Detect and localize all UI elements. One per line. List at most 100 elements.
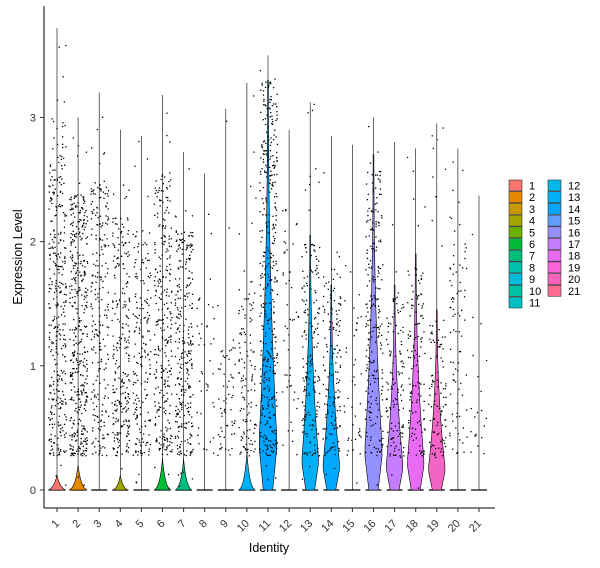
point-18: [411, 285, 413, 287]
point-11: [260, 375, 262, 377]
point-13: [302, 270, 304, 272]
point-11: [261, 168, 263, 170]
point-3: [99, 288, 101, 290]
point-13: [303, 389, 306, 391]
point-13: [313, 103, 315, 106]
point-6: [166, 288, 168, 290]
point-7: [174, 341, 177, 343]
point-11: [271, 174, 273, 176]
point-1: [51, 281, 53, 283]
point-17: [391, 372, 393, 374]
point-6: [163, 314, 166, 316]
point-1: [48, 417, 50, 419]
point-18: [415, 385, 417, 387]
point-2: [71, 439, 73, 441]
point-16: [375, 299, 377, 301]
point-12: [296, 407, 298, 410]
point-20: [449, 432, 451, 434]
point-2: [69, 256, 72, 258]
point-10: [245, 418, 247, 421]
point-1: [48, 324, 50, 326]
point-1: [48, 439, 50, 442]
point-4: [120, 426, 122, 428]
point-6: [155, 387, 157, 390]
point-16: [373, 208, 375, 211]
point-11: [275, 477, 277, 479]
point-20: [460, 290, 462, 292]
point-13: [313, 436, 315, 439]
point-4: [121, 255, 123, 257]
point-2: [72, 212, 74, 214]
point-5: [138, 243, 140, 245]
point-18: [420, 453, 422, 455]
point-2: [80, 262, 82, 265]
point-3: [103, 153, 105, 155]
point-3: [93, 336, 95, 338]
point-2: [80, 219, 82, 221]
point-5: [134, 276, 136, 278]
point-9: [221, 415, 223, 417]
point-2: [77, 388, 79, 391]
point-20: [453, 298, 455, 300]
point-16: [374, 422, 377, 425]
point-2: [73, 452, 75, 454]
point-5: [138, 439, 140, 441]
violin-16: [364, 154, 383, 491]
point-2: [79, 287, 81, 289]
point-12: [284, 230, 286, 232]
point-5: [138, 473, 140, 475]
point-1: [53, 442, 55, 444]
point-2: [76, 252, 79, 254]
point-6: [158, 278, 160, 280]
point-4: [126, 449, 128, 451]
point-4: [116, 408, 118, 410]
point-1: [51, 448, 54, 450]
point-17: [389, 355, 391, 357]
point-6: [168, 336, 170, 338]
x-tick-label: 6: [155, 518, 168, 531]
point-11: [262, 408, 264, 410]
point-13: [309, 362, 312, 364]
point-2: [69, 359, 72, 362]
point-5: [135, 409, 138, 411]
point-11: [270, 170, 272, 172]
point-5: [140, 383, 142, 385]
point-4: [120, 432, 122, 434]
point-11: [264, 104, 266, 106]
point-1: [57, 233, 60, 235]
x-tick-label: 5: [134, 518, 147, 531]
point-6: [154, 294, 157, 297]
point-14: [322, 383, 325, 386]
point-17: [395, 454, 397, 456]
point-1: [61, 192, 64, 194]
point-13: [307, 360, 309, 363]
point-2: [78, 233, 80, 235]
point-11: [265, 266, 267, 268]
point-9: [224, 408, 226, 411]
point-10: [244, 298, 246, 300]
point-11: [273, 242, 275, 245]
point-14: [331, 433, 333, 435]
point-9: [226, 386, 229, 388]
point-1: [64, 382, 67, 385]
point-19: [432, 339, 434, 341]
point-20: [452, 379, 454, 381]
point-4: [116, 451, 119, 453]
point-10: [251, 319, 253, 321]
point-1: [64, 213, 66, 216]
point-16: [377, 298, 379, 300]
point-6: [161, 377, 163, 379]
point-1: [57, 447, 60, 449]
point-5: [140, 413, 142, 415]
point-3: [103, 152, 106, 154]
point-2: [76, 450, 78, 452]
point-2: [73, 301, 76, 304]
point-7: [179, 446, 181, 448]
point-11: [261, 198, 264, 200]
point-7: [175, 316, 178, 318]
point-2: [80, 274, 83, 276]
point-3: [96, 329, 98, 331]
point-3: [102, 280, 104, 282]
point-2: [86, 262, 89, 264]
point-7: [183, 340, 185, 343]
